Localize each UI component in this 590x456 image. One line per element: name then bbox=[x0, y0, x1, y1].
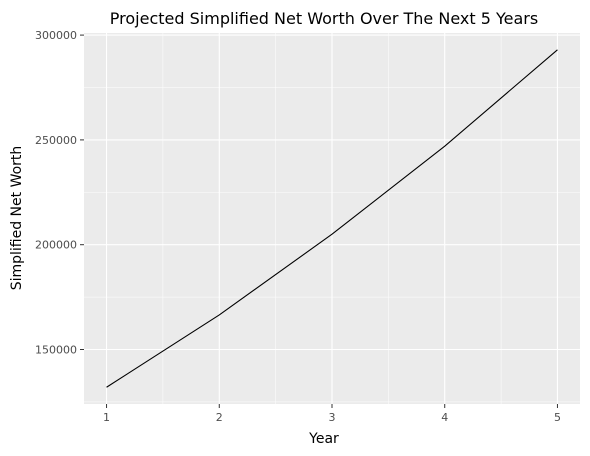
x-tick-label: 1 bbox=[103, 411, 110, 424]
grid-major-x bbox=[105, 33, 559, 404]
series-line bbox=[106, 49, 558, 388]
y-tick-label: 200000 bbox=[35, 239, 77, 252]
x-tick-label: 2 bbox=[216, 411, 223, 424]
x-tick-label: 4 bbox=[441, 411, 448, 424]
y-axis-ticks: 150000 200000 250000 300000 bbox=[35, 29, 84, 357]
x-axis-ticks: 1 2 3 4 5 bbox=[103, 404, 561, 424]
y-tick-label: 300000 bbox=[35, 29, 77, 42]
y-tick-label: 150000 bbox=[35, 344, 77, 357]
x-axis-label: Year bbox=[308, 431, 339, 447]
grid-major-y bbox=[84, 34, 580, 351]
y-tick-label: 250000 bbox=[35, 134, 77, 147]
series-layer bbox=[106, 49, 558, 388]
chart-title: Projected Simplified Net Worth Over The … bbox=[110, 9, 538, 28]
y-axis-label: Simplified Net Worth bbox=[9, 146, 25, 291]
grid-minor-x bbox=[162, 33, 502, 404]
x-tick-label: 5 bbox=[554, 411, 561, 424]
x-tick-label: 3 bbox=[329, 411, 336, 424]
